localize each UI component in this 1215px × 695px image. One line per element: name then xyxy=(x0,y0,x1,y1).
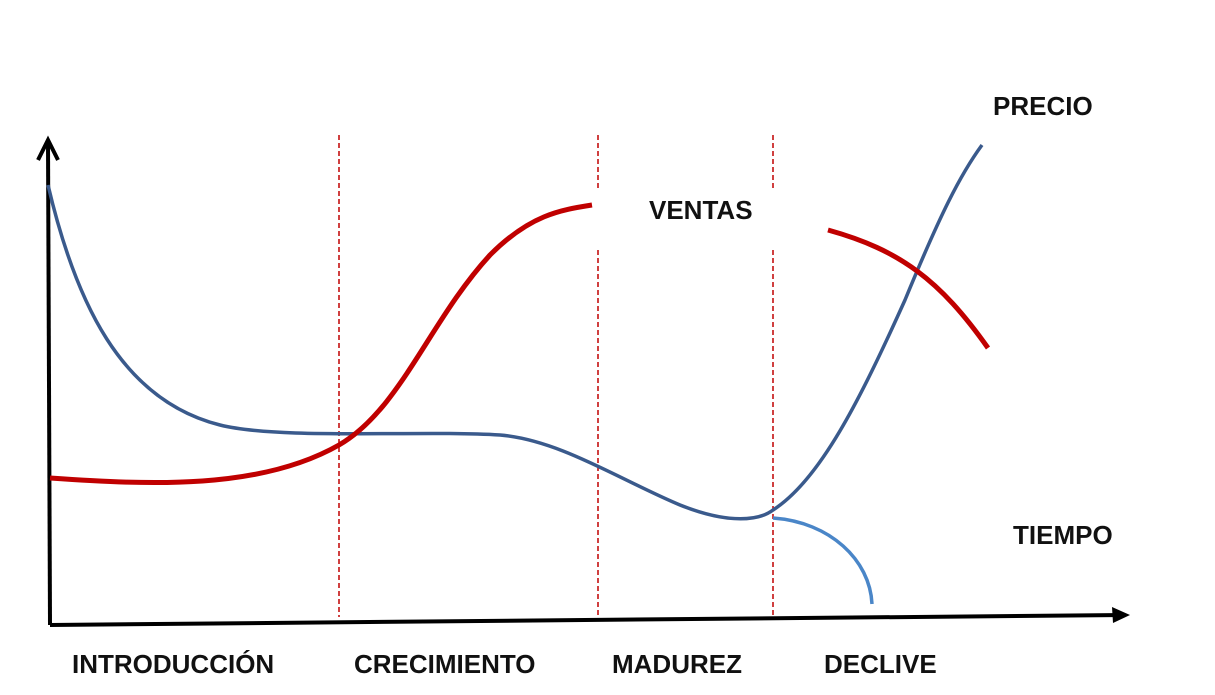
phase-label-decline: DECLIVE xyxy=(824,649,937,679)
sales-curve-decline xyxy=(827,227,991,350)
x-axis xyxy=(49,613,1126,627)
price-decline-branch xyxy=(772,516,874,605)
x-axis-arrowhead xyxy=(1112,607,1130,623)
phase-label-maturity: MADUREZ xyxy=(612,649,742,679)
time-label: TIEMPO xyxy=(1013,520,1113,550)
y-axis-arrowhead xyxy=(36,135,60,161)
phase-label-growth: CRECIMIENTO xyxy=(354,649,536,679)
phase-dividers xyxy=(338,135,774,617)
phase-label-introduction: INTRODUCCIÓN xyxy=(72,649,274,679)
sales-curve xyxy=(49,202,593,486)
price-curve xyxy=(46,143,984,521)
axes xyxy=(36,135,1130,627)
price-label: PRECIO xyxy=(993,91,1093,121)
sales-label: VENTAS xyxy=(649,195,753,225)
y-axis xyxy=(46,141,52,626)
